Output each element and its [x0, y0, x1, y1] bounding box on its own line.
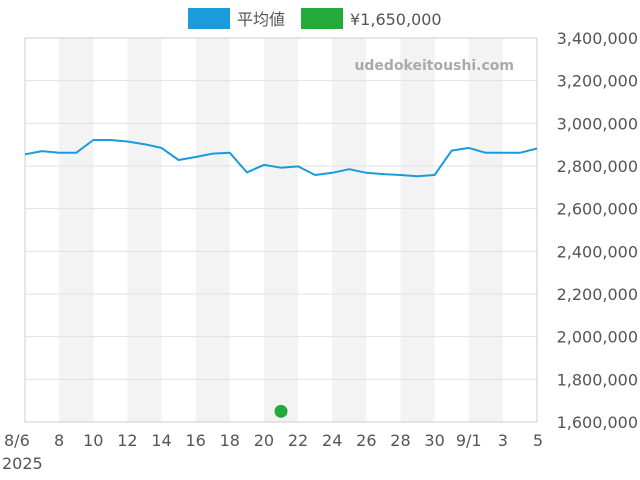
y-tick-label: 2,400,000 [557, 242, 638, 261]
series-line [24, 139, 538, 178]
series-layer [24, 139, 538, 418]
x-tick-label: 14 [151, 431, 171, 450]
plot-frame [24, 37, 538, 423]
background-band [400, 38, 435, 422]
background-bands [59, 38, 503, 422]
x-tick-label: 18 [220, 431, 240, 450]
x-tick-label: 24 [322, 431, 342, 450]
y-tick-label: 2,200,000 [557, 285, 638, 304]
y-tick-label: 2,600,000 [557, 200, 638, 219]
y-axis: 1,600,000 1,800,000 2,000,000 2,200,000 2,40… [557, 29, 638, 432]
x-tick-label: 8/6 [4, 431, 30, 450]
data-point [274, 404, 288, 418]
x-tick-label: 16 [185, 431, 205, 450]
legend: 平均値 ¥1,650,000 [188, 8, 442, 29]
x-tick-label: 28 [390, 431, 410, 450]
background-band [195, 38, 230, 422]
y-tick-label: 2,000,000 [557, 328, 638, 347]
background-band [127, 38, 162, 422]
x-tick-sublabel: 2025 [2, 454, 43, 473]
x-tick-label: 12 [117, 431, 137, 450]
background-band [59, 38, 94, 422]
legend-swatch [301, 8, 343, 29]
legend-swatch [188, 8, 230, 29]
x-tick-label: 3 [498, 431, 508, 450]
x-tick-label: 9/1 [456, 431, 482, 450]
y-tick-label: 1,600,000 [557, 413, 638, 432]
y-tick-label: 3,200,000 [557, 72, 638, 91]
legend-label: ¥1,650,000 [350, 10, 442, 29]
x-tick-label: 8 [54, 431, 64, 450]
x-tick-label: 10 [83, 431, 103, 450]
x-tick-label: 26 [356, 431, 376, 450]
y-tick-label: 3,400,000 [557, 29, 638, 48]
x-axis: 8/6 2025 8 10 12 14 16 18 20 22 24 26 28 30 9/1 3 5 [2, 431, 543, 473]
y-tick-label: 1,800,000 [557, 370, 638, 389]
x-tick-label: 30 [424, 431, 444, 450]
x-tick-label: 20 [254, 431, 274, 450]
y-tick-label: 3,000,000 [557, 114, 638, 133]
background-band [263, 38, 299, 422]
x-tick-label: 22 [288, 431, 308, 450]
watermark: udedokeitoushi.com [354, 58, 514, 74]
y-tick-label: 2,800,000 [557, 157, 638, 176]
background-band [468, 38, 503, 422]
x-tick-label: 5 [533, 431, 543, 450]
background-band [332, 38, 367, 422]
legend-label: 平均値 [237, 10, 285, 29]
